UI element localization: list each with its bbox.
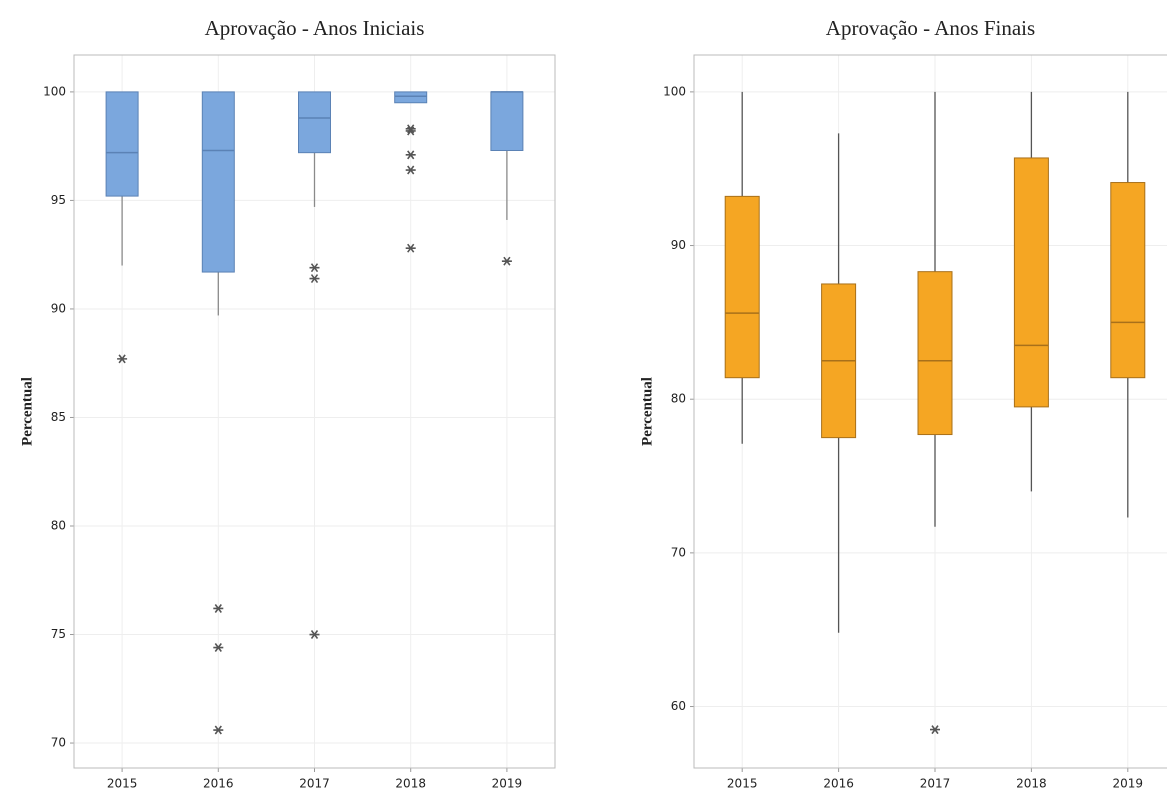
chart-title: Aprovação - Anos Iniciais (205, 16, 425, 40)
box (724, 195, 760, 379)
outlier (405, 243, 416, 253)
outlier (117, 354, 128, 364)
y-tick-label: 70 (51, 736, 66, 750)
chart-title: Aprovação - Anos Finais (826, 16, 1035, 40)
y-tick-label: 90 (51, 301, 66, 315)
outlier (405, 150, 416, 160)
x-tick-label: 2015 (107, 777, 138, 791)
y-tick-label: 100 (43, 84, 66, 98)
x-tick-label: 2017 (299, 777, 330, 791)
outlier (309, 274, 320, 284)
plot-frame (73, 54, 556, 769)
outlier (213, 725, 224, 735)
y-tick-label: 95 (51, 193, 66, 207)
box (298, 91, 331, 154)
x-tick-label: 2018 (395, 777, 426, 791)
y-tick-label: 85 (51, 410, 66, 424)
outlier (213, 643, 224, 653)
x-tick-label: 2017 (920, 777, 951, 791)
y-tick-label: 90 (671, 238, 686, 252)
box (490, 91, 524, 152)
box (201, 91, 235, 273)
y-tick-label: 100 (663, 84, 686, 98)
plot-frame (693, 54, 1167, 769)
x-tick-label: 2016 (823, 777, 854, 791)
y-tick-label: 80 (51, 518, 66, 532)
x-tick-label: 2016 (203, 777, 234, 791)
box (394, 91, 428, 104)
outlier (405, 126, 416, 136)
x-tick-label: 2019 (492, 777, 523, 791)
outlier (501, 256, 512, 266)
y-tick-label: 80 (671, 392, 686, 406)
y-tick-label: 75 (51, 627, 66, 641)
x-tick-label: 2019 (1113, 777, 1144, 791)
outlier (213, 603, 224, 613)
outlier (930, 725, 940, 735)
box (105, 91, 139, 197)
outlier (309, 263, 320, 273)
x-tick-label: 2015 (727, 777, 758, 791)
outlier (309, 630, 320, 639)
y-axis-label: Percentual (639, 377, 655, 446)
x-tick-label: 2018 (1016, 777, 1047, 791)
outlier (405, 165, 416, 175)
box (1110, 182, 1146, 379)
box (917, 271, 953, 436)
y-tick-label: 60 (671, 699, 686, 713)
y-axis-label: Percentual (19, 377, 35, 446)
y-tick-label: 70 (671, 545, 686, 559)
box (1013, 157, 1049, 408)
